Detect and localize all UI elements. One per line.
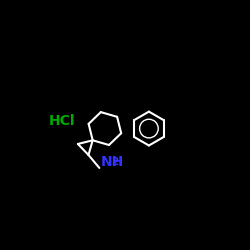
- Text: NH: NH: [101, 155, 124, 169]
- Text: 2: 2: [111, 157, 118, 167]
- Text: HCl: HCl: [49, 114, 75, 128]
